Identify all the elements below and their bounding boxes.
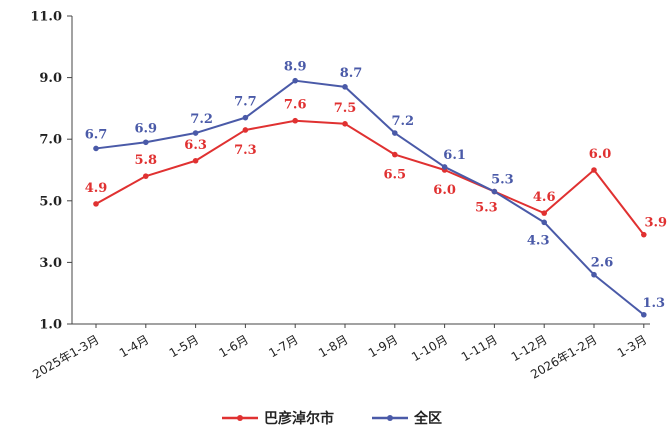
data-point-bayannur [242, 127, 249, 133]
data-point-bayannur [392, 151, 398, 158]
data-label-bayannur: 5.8 [134, 153, 157, 168]
data-point-region [192, 130, 199, 136]
data-label-bayannur: 7.5 [334, 101, 357, 116]
data-label-region: 5.3 [491, 173, 514, 188]
data-labels: 4.9 5.8 6.3 7.3 7.6 7.5 6.5 6.0 5.3 4.6 6.0 3.9 6.7 6… [85, 60, 667, 311]
data-label-region: 7.7 [234, 95, 257, 110]
x-tick-label: 1-3月 [615, 332, 649, 360]
data-point-bayannur [591, 167, 597, 173]
legend-item-bayannur: 巴彦淖尔市 [222, 410, 334, 427]
x-tick-label: 1-5月 [167, 332, 201, 360]
x-tick-label: 1-12月 [509, 332, 550, 364]
legend-marker-bayannur [237, 415, 243, 421]
data-point-bayannur [342, 121, 348, 127]
x-tick-label: 1-10月 [409, 332, 450, 364]
data-label-bayannur: 6.3 [184, 138, 207, 153]
data-label-bayannur: 6.5 [383, 168, 406, 183]
data-point-bayannur [641, 231, 647, 238]
data-label-bayannur: 3.9 [644, 216, 667, 231]
data-point-region [242, 114, 249, 121]
data-point-bayannur [93, 201, 99, 207]
data-label-region: 1.3 [642, 296, 665, 311]
x-tick-label: 1-9月 [366, 332, 400, 360]
data-label-bayannur: 4.6 [533, 190, 556, 205]
data-point-region [392, 130, 398, 136]
x-tick-label: 1-4月 [117, 332, 151, 360]
data-label-bayannur: 7.3 [234, 143, 257, 158]
x-tick-label: 1-8月 [316, 332, 350, 360]
legend-label-region: 全区 [413, 410, 442, 427]
data-label-region: 4.3 [527, 233, 550, 248]
data-point-region [93, 145, 99, 152]
data-point-region [342, 84, 348, 90]
legend: 巴彦淖尔市 全区 [222, 410, 442, 427]
y-tick-label: 1.0 [39, 318, 62, 333]
data-label-bayannur: 4.9 [85, 181, 108, 196]
data-point-region [143, 139, 149, 146]
data-point-bayannur [541, 210, 547, 216]
data-point-bayannur [192, 157, 199, 164]
legend-marker-region [387, 415, 393, 421]
data-point-region [292, 77, 299, 84]
data-label-region: 6.1 [443, 148, 466, 163]
y-tick-label: 11.0 [30, 10, 62, 25]
series-line-region [95, 79, 645, 316]
x-tick-label: 1-11月 [459, 332, 500, 364]
data-label-region: 6.7 [85, 127, 108, 142]
data-label-region: 8.7 [340, 66, 363, 81]
y-tick-label: 5.0 [39, 194, 62, 209]
data-point-bayannur [292, 117, 299, 124]
data-label-region: 2.6 [591, 256, 614, 271]
x-tick-label: 1-7月 [266, 332, 300, 360]
data-label-bayannur: 6.0 [589, 147, 612, 162]
data-point-region [641, 311, 647, 318]
data-label-bayannur: 6.0 [433, 183, 456, 198]
series-line-bayannur [95, 119, 645, 236]
series-lines [95, 79, 645, 316]
y-tick-label: 7.0 [39, 133, 62, 148]
data-point-bayannur [143, 173, 149, 179]
series-points [93, 77, 647, 318]
y-tick-label: 9.0 [39, 71, 62, 86]
legend-label-bayannur: 巴彦淖尔市 [264, 410, 334, 427]
data-label-region: 8.9 [284, 60, 307, 75]
data-label-region: 7.2 [190, 112, 213, 127]
data-label-region: 6.9 [134, 121, 157, 136]
x-tick-label: 1-6月 [217, 332, 251, 360]
data-label-region: 7.2 [391, 114, 414, 129]
legend-item-region: 全区 [372, 410, 442, 427]
data-label-bayannur: 7.6 [284, 98, 307, 113]
x-tick-label: 2025年1-3月 [30, 332, 101, 381]
data-point-region [441, 164, 448, 170]
data-point-region [541, 219, 547, 226]
data-label-bayannur: 5.3 [475, 201, 498, 216]
data-point-region [591, 271, 597, 278]
data-point-region [491, 188, 498, 195]
y-tick-label: 3.0 [39, 256, 62, 271]
